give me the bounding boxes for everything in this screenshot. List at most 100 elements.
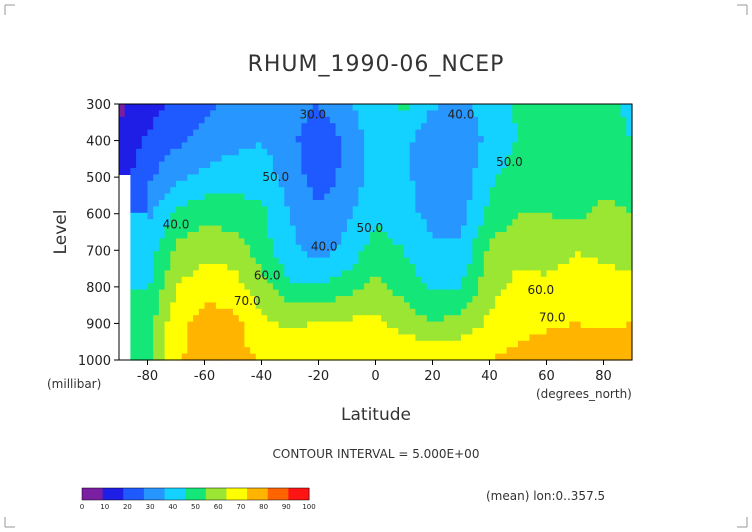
heatmap-cell: [426, 148, 434, 156]
heatmap-cell: [227, 238, 234, 246]
heatmap-cell: [170, 296, 177, 303]
heatmap-cell: [466, 225, 473, 233]
heatmap-cell: [250, 225, 257, 233]
heatmap-cell: [261, 238, 268, 246]
heatmap-cell: [415, 276, 422, 284]
heatmap-cell: [255, 193, 263, 201]
heatmap-cell: [147, 148, 154, 156]
heatmap-cell: [404, 193, 411, 201]
heatmap-cell: [603, 232, 610, 239]
heatmap-cell: [221, 206, 228, 214]
heatmap-cell: [227, 257, 234, 265]
heatmap-cell: [597, 142, 605, 150]
heatmap-cell: [523, 308, 530, 316]
heatmap-cell: [552, 180, 559, 188]
heatmap-cell: [158, 289, 166, 297]
heatmap-cell: [415, 251, 422, 259]
heatmap-cell: [278, 116, 285, 124]
heatmap-cell: [455, 212, 462, 220]
heatmap-cell: [227, 302, 234, 310]
heatmap-cell: [238, 187, 245, 195]
heatmap-cell: [176, 238, 183, 246]
heatmap-cell: [597, 244, 605, 252]
heatmap-cell: [500, 104, 508, 111]
heatmap-cell: [170, 110, 177, 118]
heatmap-cell: [307, 289, 314, 297]
heatmap-cell: [170, 136, 177, 143]
heatmap-cell: [523, 136, 530, 143]
heatmap-cell: [255, 161, 263, 169]
heatmap-cell: [176, 193, 183, 201]
heatmap-cell: [335, 219, 342, 227]
heatmap-cell: [392, 219, 399, 227]
heatmap-cell: [221, 180, 228, 188]
heatmap-cell: [233, 308, 240, 316]
heatmap-cell: [375, 257, 382, 265]
heatmap-cell: [204, 276, 211, 284]
heatmap-cell: [244, 116, 251, 124]
heatmap-cell: [603, 340, 610, 348]
heatmap-cell: [518, 174, 525, 182]
heatmap-cell: [324, 347, 331, 355]
heatmap-cell: [529, 321, 536, 329]
heatmap-cell: [295, 116, 302, 124]
heatmap-cell: [176, 257, 183, 265]
heatmap-cell: [369, 225, 377, 233]
heatmap-cell: [198, 136, 206, 143]
heatmap-cell: [261, 347, 268, 355]
heatmap-cell: [597, 232, 605, 239]
heatmap-cell: [158, 193, 166, 201]
heatmap-cell: [176, 129, 183, 137]
heatmap-cell: [575, 270, 582, 278]
heatmap-cell: [409, 296, 416, 303]
heatmap-cell: [597, 193, 605, 201]
heatmap-cell: [204, 180, 211, 188]
heatmap-cell: [272, 328, 280, 335]
heatmap-cell: [153, 283, 160, 291]
heatmap-cell: [523, 340, 530, 348]
heatmap-cell: [158, 136, 166, 143]
heatmap-cell: [489, 123, 496, 131]
heatmap-cell: [512, 296, 519, 303]
heatmap-cell: [512, 180, 519, 188]
heatmap-cell: [347, 104, 354, 111]
heatmap-cell: [324, 296, 331, 303]
heatmap-cell: [193, 257, 200, 265]
heatmap-cell: [421, 289, 428, 297]
heatmap-cell: [335, 123, 342, 131]
heatmap-cell: [580, 200, 587, 207]
heatmap-cell: [449, 161, 456, 169]
heatmap-cell: [324, 238, 331, 246]
heatmap-cell: [443, 219, 451, 227]
heatmap-cell: [500, 334, 508, 342]
heatmap-cell: [523, 116, 530, 124]
heatmap-cell: [518, 270, 525, 278]
heatmap-cell: [193, 148, 200, 156]
heatmap-cell: [272, 347, 280, 355]
heatmap-cell: [375, 308, 382, 316]
contour-label: 70.0: [539, 311, 566, 325]
heatmap-cell: [244, 283, 251, 291]
heatmap-cell: [597, 200, 605, 207]
heatmap-cell: [187, 225, 194, 233]
heatmap-cell: [136, 206, 143, 214]
heatmap-cell: [472, 296, 479, 303]
heatmap-cell: [290, 123, 297, 131]
heatmap-cell: [529, 155, 536, 163]
heatmap-cell: [335, 302, 342, 310]
heatmap-cell: [307, 187, 314, 195]
heatmap-cell: [512, 219, 519, 227]
heatmap-cell: [569, 136, 576, 143]
heatmap-cell: [324, 328, 331, 335]
heatmap-cell: [141, 276, 149, 284]
heatmap-cell: [592, 283, 599, 291]
heatmap-cell: [506, 206, 513, 214]
heatmap-cell: [272, 168, 280, 175]
heatmap-cell: [187, 289, 194, 297]
heatmap-cell: [221, 187, 228, 195]
heatmap-cell: [472, 315, 479, 323]
heatmap-cell: [426, 212, 434, 220]
heatmap-cell: [478, 321, 485, 329]
heatmap-cell: [215, 334, 223, 342]
heatmap-cell: [352, 302, 359, 310]
